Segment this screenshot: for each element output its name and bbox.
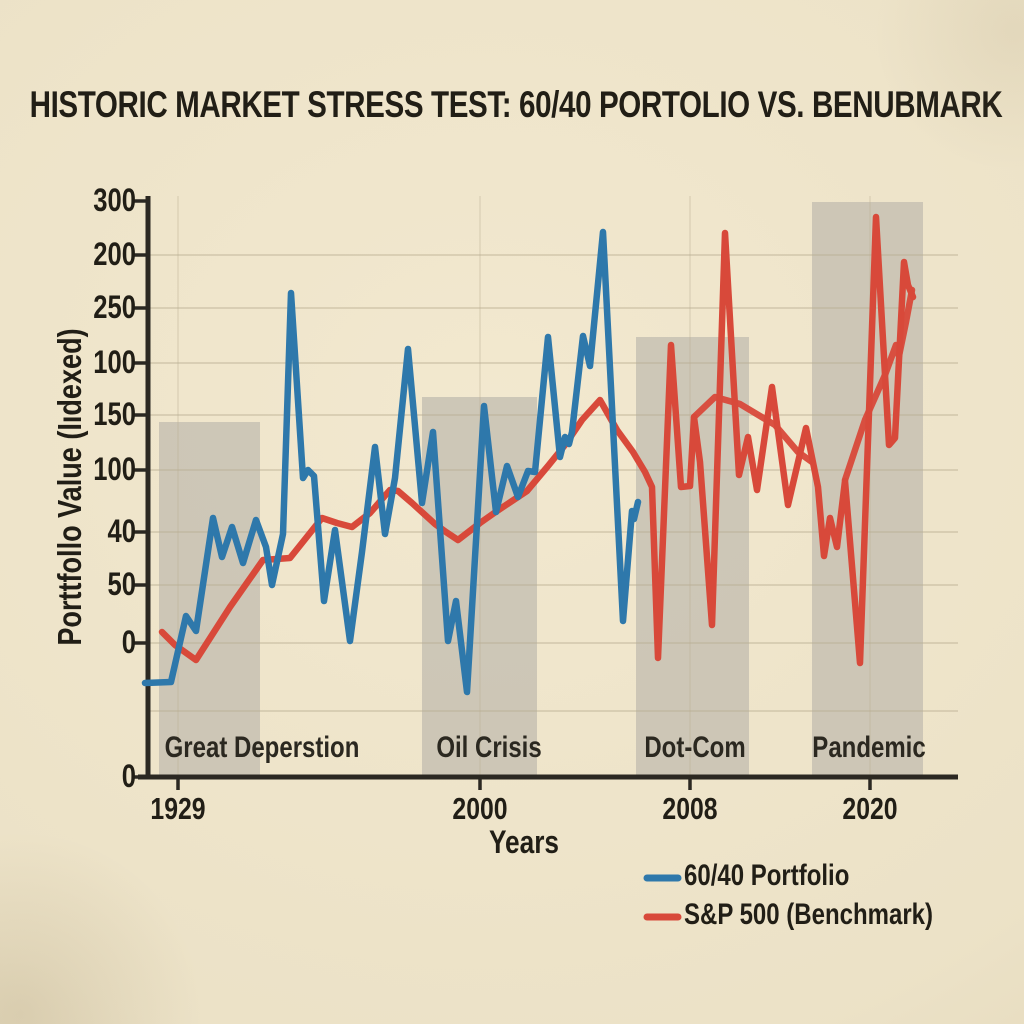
x-axis-title: Years [488,824,560,860]
band-label: Oil Crisis [436,731,542,764]
legend-label: 60/40 Portfolio [684,859,850,892]
y-tick-label: 40 [107,513,136,549]
portfolio-line [141,228,642,696]
y-tick-label: 50 [107,566,136,602]
legend-label: S&P 500 (Benchmark) [684,898,933,931]
benchmark-line-overlay [841,286,916,484]
y-tick-label: 150 [93,396,136,432]
event-band [159,422,260,777]
band-label: Pandemic [812,731,926,764]
y-tick-label: 100 [93,451,136,487]
y-tick-label: 200 [93,236,136,272]
y-tick-label: 250 [93,289,136,325]
x-tick-label: 2020 [842,791,898,826]
band-label: Great Deperstion [164,731,360,764]
y-tick-label: 300 [93,182,136,218]
y-tick-label: 100 [93,344,136,380]
chart-title: HISTORIC MARKET STRESS TEST: 60/40 PORTO… [29,84,1003,125]
x-tick-label: 2000 [452,791,508,826]
x-tick-label: 2008 [662,791,718,826]
y-tick-label: 0 [121,758,136,794]
y-tick-label: 0 [121,624,136,660]
band-label: Dot-Com [644,731,746,764]
x-tick-label: 1929 [150,791,206,826]
